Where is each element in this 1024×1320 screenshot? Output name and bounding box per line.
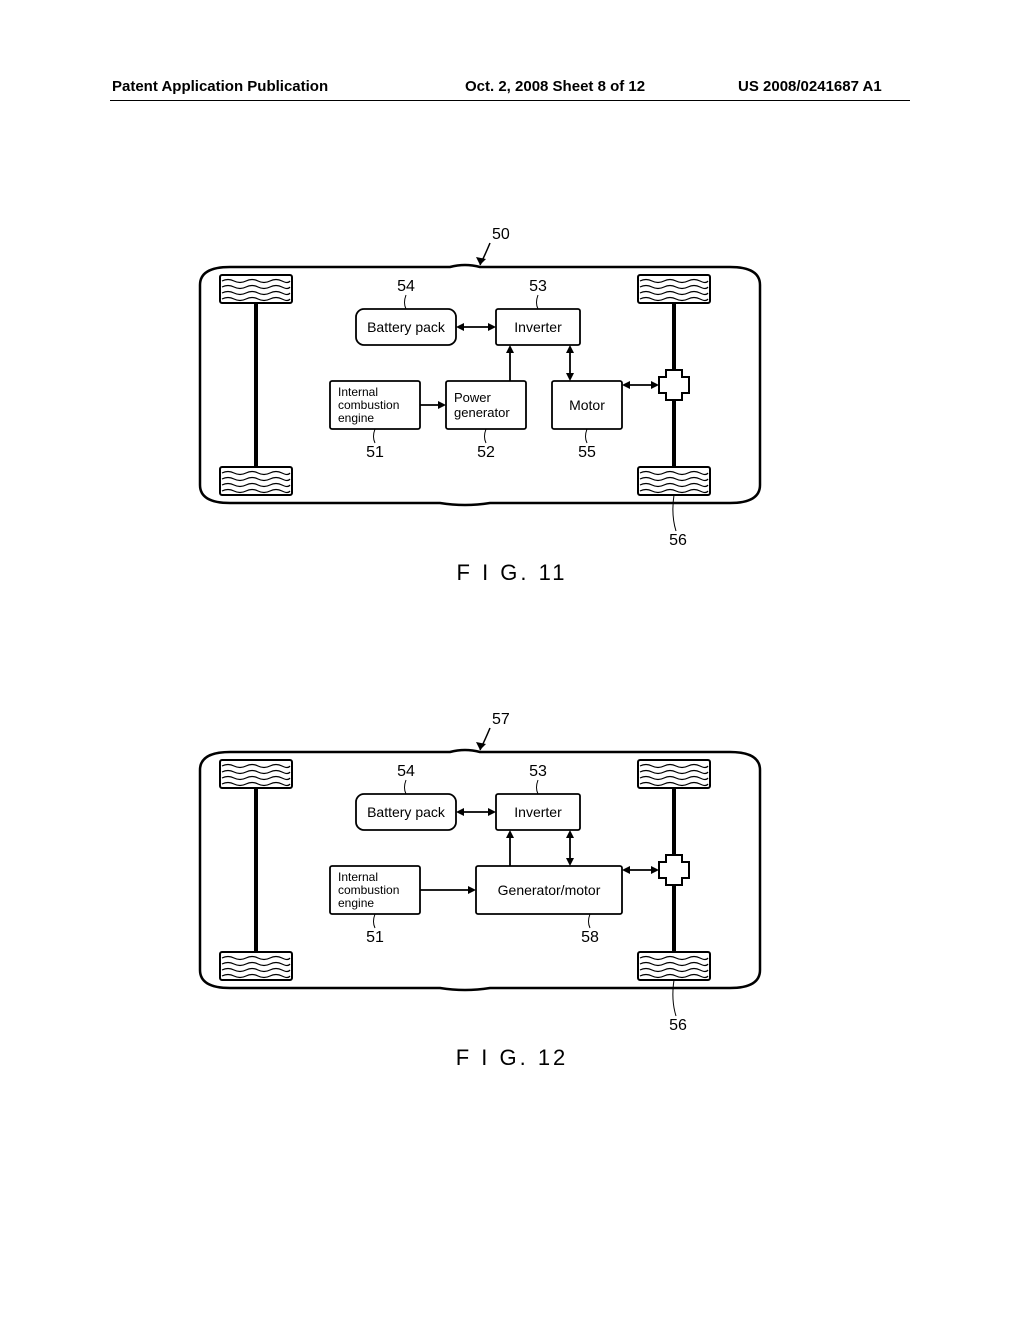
rear-wheel-bottom: [638, 467, 710, 495]
rear-wheel-bottom: [638, 952, 710, 980]
engine-l1: Internal: [338, 870, 378, 884]
motor-ref-leader: [586, 429, 588, 443]
figure-12: 57: [190, 700, 770, 1000]
engine-ref-leader: [374, 429, 376, 443]
battery-label: Battery pack: [367, 804, 446, 820]
front-wheel-bottom: [220, 467, 292, 495]
battery-label: Battery pack: [367, 319, 446, 335]
wheel-ref: 56: [669, 532, 687, 549]
differential: [659, 855, 689, 885]
battery-ref-leader: [405, 780, 407, 794]
header-right: US 2008/0241687 A1: [738, 78, 882, 95]
header-left: Patent Application Publication: [112, 78, 328, 95]
rear-wheel-top: [638, 760, 710, 788]
figure-11-title: F I G. 11: [457, 560, 568, 586]
engine-ref-leader: [374, 914, 376, 928]
figure-12-svg: 57: [190, 700, 770, 1050]
engine-l3: engine: [338, 896, 374, 910]
inverter-ref: 53: [529, 278, 547, 295]
battery-ref: 54: [397, 763, 415, 780]
inverter-ref-leader: [537, 780, 539, 794]
inverter-label: Inverter: [514, 804, 562, 820]
engine-ref: 51: [366, 929, 384, 946]
inverter-ref: 53: [529, 763, 547, 780]
generator-ref-leader: [485, 429, 487, 443]
ref-50: 50: [492, 226, 510, 243]
motor-ref: 55: [578, 444, 596, 461]
engine-l2: combustion: [338, 398, 399, 412]
ref-50-arrowhead: [476, 257, 486, 265]
motor-label: Motor: [569, 397, 605, 413]
differential: [659, 370, 689, 400]
header-rule: [110, 100, 910, 101]
ref-57-arrowhead: [476, 742, 486, 750]
front-wheel-top: [220, 760, 292, 788]
generator-l1: Power: [454, 390, 492, 405]
wheel-ref-leader: [673, 980, 676, 1016]
ref-57: 57: [492, 711, 510, 728]
engine-ref: 51: [366, 444, 384, 461]
figure-11-svg: 50: [190, 215, 770, 565]
generator-l2: generator: [454, 405, 510, 420]
engine-l3: engine: [338, 411, 374, 425]
genmotor-label: Generator/motor: [498, 882, 601, 898]
page: Patent Application Publication Oct. 2, 2…: [0, 0, 1024, 1320]
figure-12-title: F I G. 12: [456, 1045, 569, 1071]
genmotor-ref-leader: [589, 914, 591, 928]
figure-11: 50: [190, 215, 770, 515]
genmotor-ref: 58: [581, 929, 599, 946]
rear-wheel-top: [638, 275, 710, 303]
header-center: Oct. 2, 2008 Sheet 8 of 12: [465, 78, 645, 95]
engine-l1: Internal: [338, 385, 378, 399]
battery-ref-leader: [405, 295, 407, 309]
battery-ref: 54: [397, 278, 415, 295]
inverter-label: Inverter: [514, 319, 562, 335]
inverter-ref-leader: [537, 295, 539, 309]
wheel-ref: 56: [669, 1017, 687, 1034]
front-wheel-bottom: [220, 952, 292, 980]
generator-ref: 52: [477, 444, 495, 461]
wheel-ref-leader: [673, 495, 676, 531]
engine-l2: combustion: [338, 883, 399, 897]
front-wheel-top: [220, 275, 292, 303]
